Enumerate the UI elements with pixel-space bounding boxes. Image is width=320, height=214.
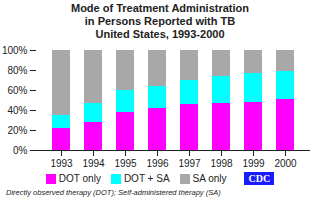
svg-text:0%: 0% [13,144,28,155]
svg-text:1995: 1995 [114,157,137,168]
html-text:Mode of Treatment Administrati: Mode of Treatment Administration in Pers… [71,2,249,41]
html-text:DOT + SA: DOT + SA [123,173,170,185]
svg-text:1997: 1997 [178,157,201,168]
svg-text:80%: 80% [7,64,27,75]
svg-text:40%: 40% [7,104,27,115]
svg-text:1993: 1993 [50,157,73,168]
html-text:Directly observed therapy (DOT: Directly observed therapy (DOT); Self-ad… [6,187,221,197]
svg-text:1999: 1999 [242,157,265,168]
html-text:CDC: CDC [248,173,271,185]
svg-text:20%: 20% [7,124,27,135]
svg-text:1998: 1998 [210,157,233,168]
svg-text:2000: 2000 [274,157,297,168]
html-text:SA only: SA only [192,173,227,185]
html-text:DOT only: DOT only [58,173,101,185]
svg-text:1994: 1994 [82,157,105,168]
svg-text:60%: 60% [7,84,27,95]
svg-text:100%: 100% [2,44,28,55]
svg-text:1996: 1996 [146,157,169,168]
